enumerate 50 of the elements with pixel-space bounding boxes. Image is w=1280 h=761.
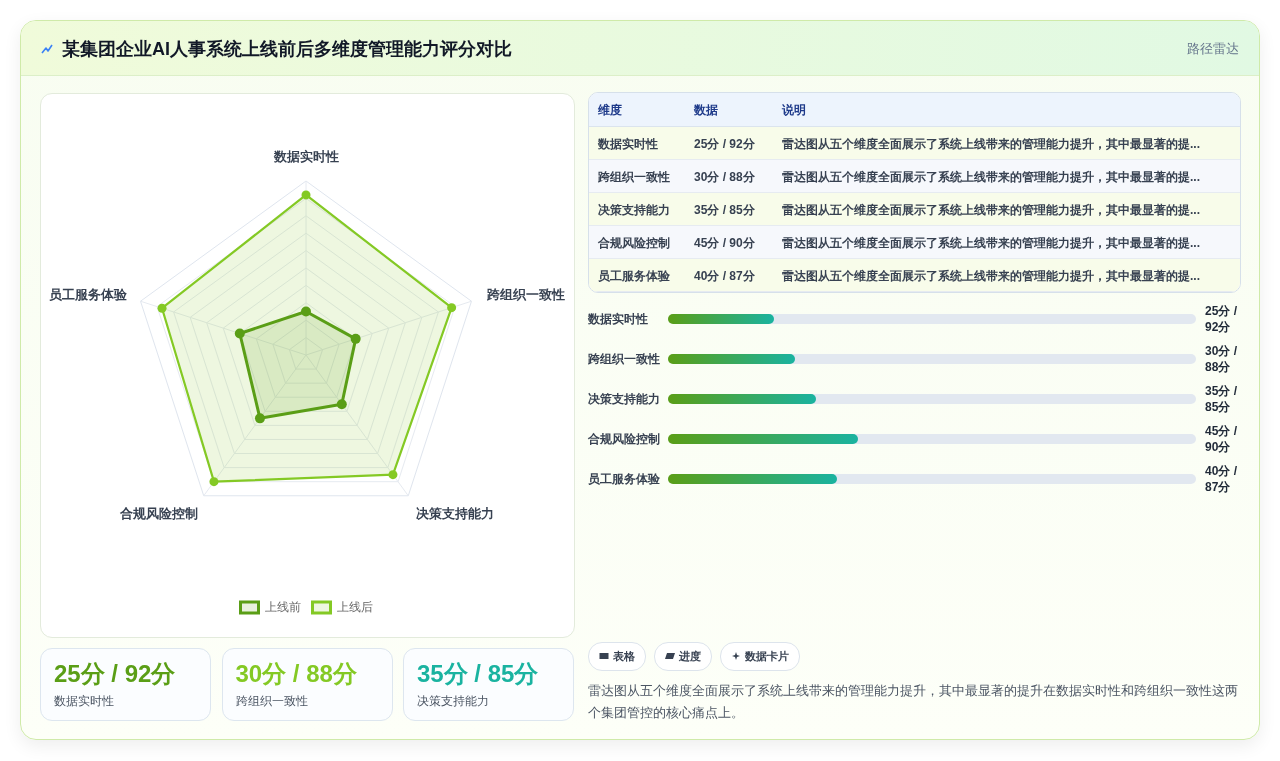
text: 合规风险控制 [598,236,670,250]
spoke-label: 决策支持能力 [416,506,495,522]
y-tick-label: 决策支持能力 [588,391,660,408]
data-label: 25分 / 92分 [1205,303,1238,335]
category-label: 数据实时性 [54,693,114,710]
y-tick-label: 跨组织一致性 [588,351,660,368]
category-label: 说明 [782,102,806,119]
data-label: 40分 / 87分 [1205,463,1238,495]
text: 35分 / 85分 [694,203,755,217]
text: 表格 [613,650,635,662]
text: 决策支持能力 [598,203,670,217]
legend-label: 上线后 [337,600,373,615]
data-label: 30分 / 88分 [1205,343,1238,375]
bar [668,354,795,364]
y-tick-label: 员工服务体验 [588,471,660,488]
text: 30分 / 88分 [694,170,755,184]
text: 40分 / 87分 [694,269,755,283]
text: 雷达图从五个维度全面展示了系统上线带来的管理能力提升，其中最显著的提升在数据实时性和跨组织一致性这两个集团管控的核心痛点上。 [588,682,1239,722]
text: 35分 / 85分 [417,660,539,687]
text: 数据卡片 [745,650,789,662]
text: 路径雷达 [1187,40,1239,58]
text: 雷达图从五个维度全面展示了系统上线带来的管理能力提升，其中最显著的提... [782,203,1201,217]
text: 30分 / 88分 [235,660,357,687]
spoke-label: 合规风险控制 [118,506,198,522]
text: 雷达图从五个维度全面展示了系统上线带来的管理能力提升，其中最显著的提... [782,137,1201,151]
text: 雷达图从五个维度全面展示了系统上线带来的管理能力提升，其中最显著的提... [782,236,1201,250]
category-label: 维度 [598,102,622,119]
category-label: 决策支持能力 [417,693,489,710]
category-label: 数据 [694,102,718,119]
text: 45分 / 90分 [694,236,755,250]
text: 员工服务体验 [598,269,670,283]
y-tick-label: 合规风险控制 [588,431,660,448]
bar [668,394,816,404]
text: 进度 [679,650,701,662]
y-tick-label: 数据实时性 [588,311,648,328]
text: 雷达图从五个维度全面展示了系统上线带来的管理能力提升，其中最显著的提... [782,269,1201,283]
text: 雷达图从五个维度全面展示了系统上线带来的管理能力提升，其中最显著的提... [782,170,1201,184]
text: 25分 / 92分 [694,137,755,151]
spoke-label: 员工服务体验 [49,287,129,302]
bar [668,474,837,484]
category-label: 跨组织一致性 [235,693,308,710]
data-label: 45分 / 90分 [1205,423,1238,455]
text: 25分 / 92分 [54,660,176,687]
spoke-label: 数据实时性 [272,149,339,165]
legend-label: 上线前 [265,600,301,615]
bar [668,314,774,324]
spoke-label: 跨组织一致性 [485,287,565,302]
data-label: 35分 / 85分 [1205,383,1238,415]
chart-title: 某集团企业AI人事系统上线前后多维度管理能力评分对比 [62,38,512,61]
text: 跨组织一致性 [598,170,670,184]
